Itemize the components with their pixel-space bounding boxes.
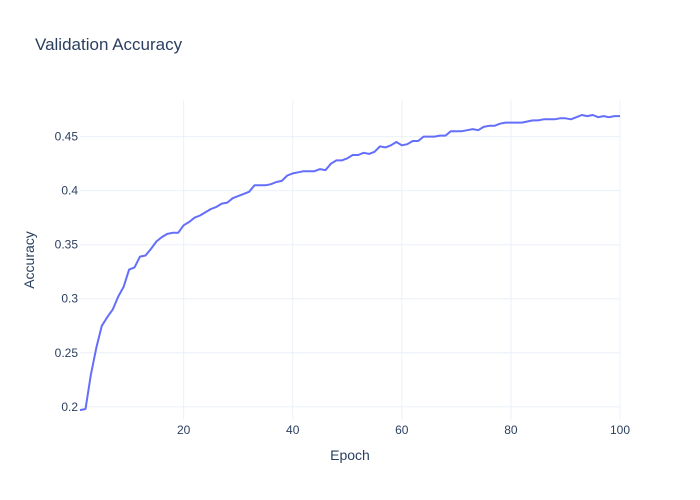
gridlines [80,100,621,420]
chart-title: Validation Accuracy [35,35,183,54]
x-tick-label: 40 [286,423,300,437]
y-tick-label: 0.3 [61,292,78,306]
x-tick-label: 20 [177,423,191,437]
y-axis-title: Accuracy [21,231,37,289]
x-tick-label: 100 [610,423,630,437]
y-tick-label: 0.35 [55,238,79,252]
x-axis-title: Epoch [330,447,370,463]
tick-labels: 20 40 60 80 100 0.2 0.25 0.3 0.35 0.4 0.45 [55,130,631,437]
y-tick-label: 0.2 [61,400,78,414]
x-tick-label: 80 [504,423,518,437]
y-tick-label: 0.45 [55,130,79,144]
x-tick-label: 60 [395,423,409,437]
y-tick-label: 0.4 [61,184,78,198]
accuracy-line [79,114,620,412]
y-tick-label: 0.25 [55,346,79,360]
